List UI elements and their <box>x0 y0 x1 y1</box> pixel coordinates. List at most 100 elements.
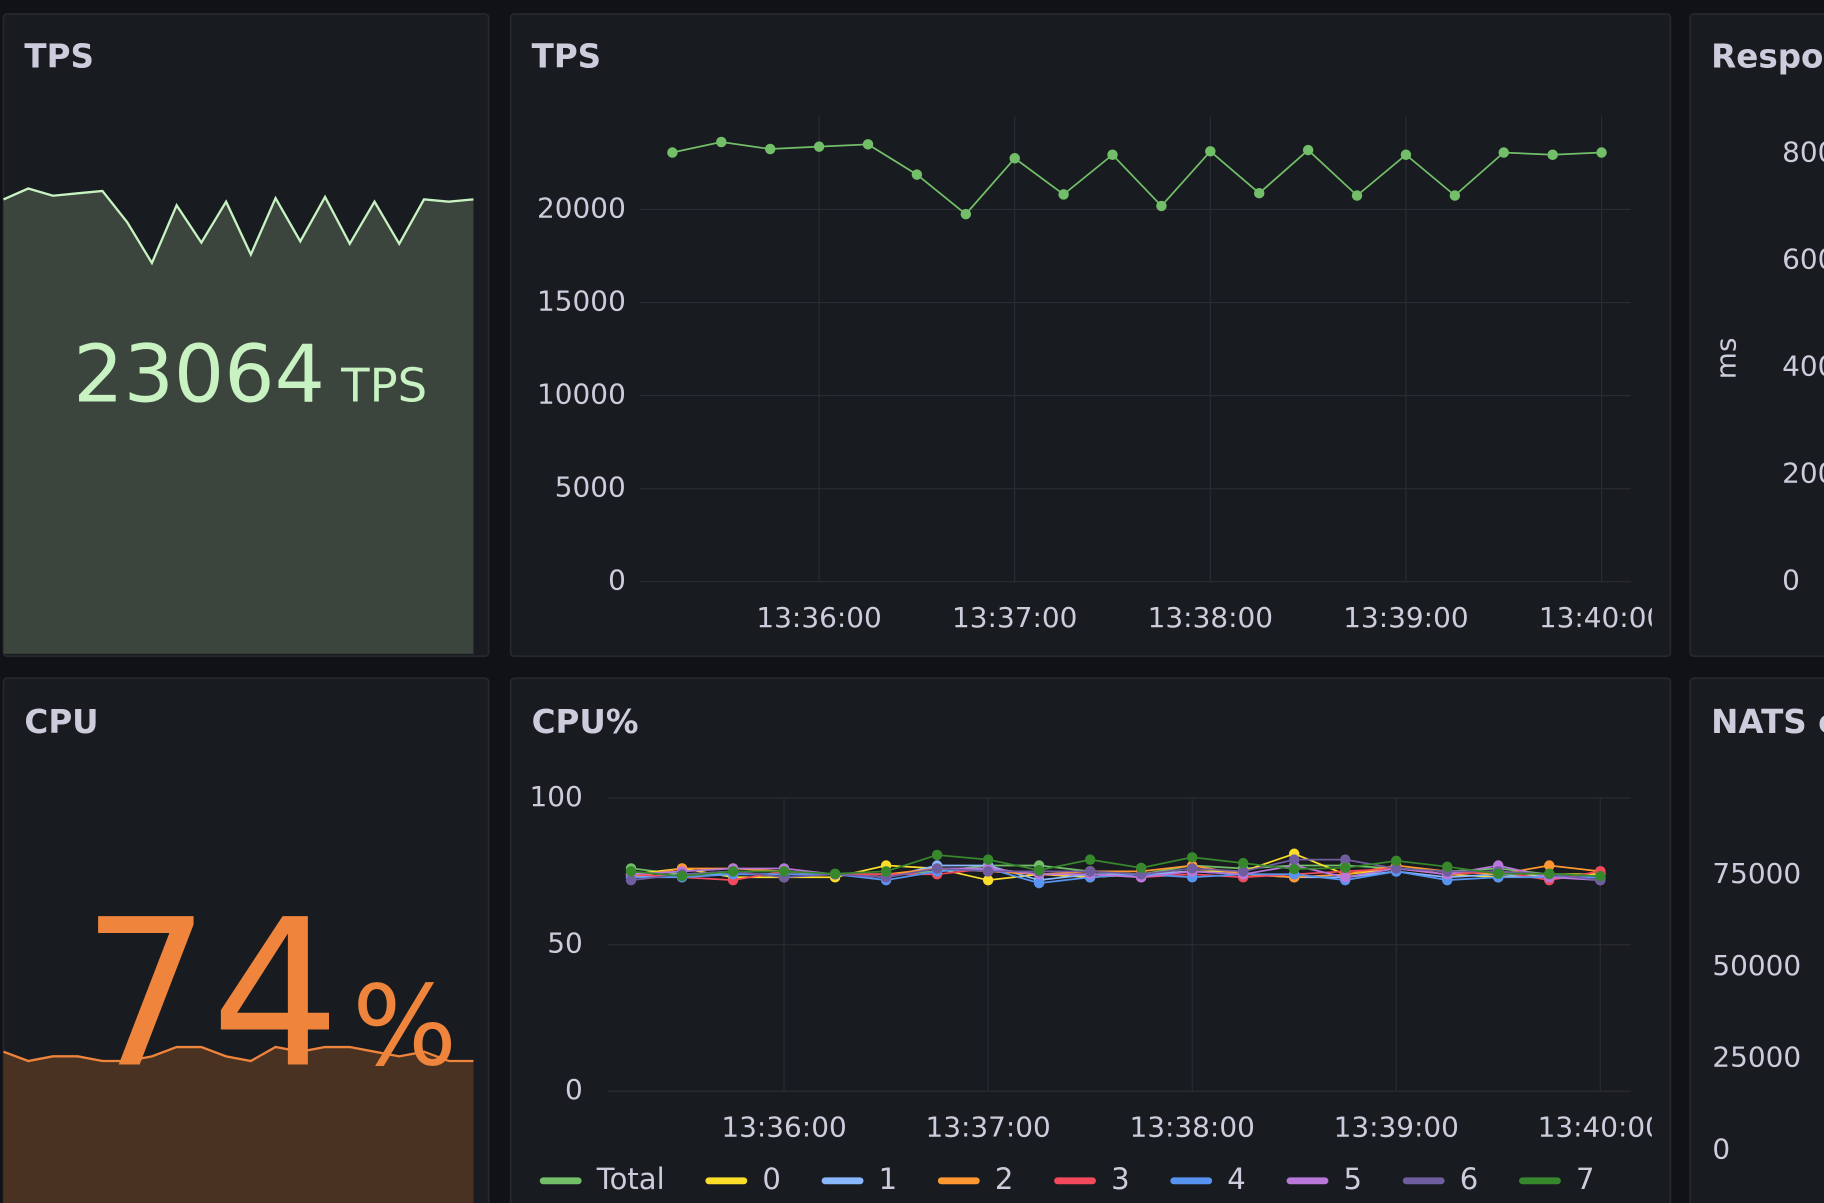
legend-label: 7 <box>1576 1162 1595 1196</box>
panel-title: Respon <box>1711 38 1824 76</box>
data-point <box>1135 862 1147 874</box>
data-point <box>778 866 790 877</box>
y-tick-label: 50000 <box>1712 949 1801 982</box>
x-tick-label: 13:37:00 <box>925 1110 1050 1143</box>
y-tick-label: 0 <box>1712 1133 1730 1166</box>
data-point <box>764 143 776 155</box>
data-point <box>727 866 739 877</box>
data-point <box>1033 877 1045 889</box>
y-tick-label: 400 <box>1782 350 1824 383</box>
y-tick-label: 800 <box>1782 136 1824 169</box>
y-tick-label: 75000 <box>1712 857 1801 890</box>
y-tick-label: 600 <box>1782 243 1824 276</box>
panel <box>1689 13 1824 658</box>
data-point <box>1237 857 1249 869</box>
y-tick-label: 0 <box>1782 564 1800 597</box>
data-point <box>1254 187 1265 199</box>
panel-title: CPU% <box>532 703 639 741</box>
data-point <box>880 866 892 877</box>
data-point <box>1339 854 1351 865</box>
data-point <box>1339 862 1351 874</box>
stat-value: 74 <box>81 876 340 1113</box>
series-line <box>630 858 1601 882</box>
data-point <box>1009 153 1020 164</box>
sparkline <box>3 187 474 266</box>
sparkline <box>3 1045 474 1063</box>
data-point <box>1288 863 1300 875</box>
data-point <box>1442 861 1453 872</box>
y-tick-label: 200 <box>1782 457 1824 490</box>
stat-unit: % <box>352 962 457 1091</box>
data-point <box>982 866 994 877</box>
data-point <box>1547 149 1558 160</box>
data-point <box>982 874 994 886</box>
data-point <box>1186 852 1198 863</box>
panel-title: TPS <box>532 38 602 76</box>
data-point <box>716 136 727 148</box>
data-point <box>1596 147 1607 158</box>
x-tick-label: 13:40:00 <box>1538 1110 1663 1143</box>
data-point <box>625 866 637 877</box>
data-point <box>1107 149 1118 160</box>
data-point <box>676 870 688 882</box>
legend-label: 4 <box>1227 1162 1246 1196</box>
x-tick-label: 13:36:00 <box>721 1110 846 1143</box>
y-tick-label: 20000 <box>537 191 626 224</box>
data-point <box>1302 144 1314 156</box>
panel-title: TPS <box>24 38 94 76</box>
stat-unit: TPS <box>340 358 427 412</box>
data-point <box>1237 866 1249 877</box>
data-point <box>1033 864 1045 876</box>
data-point <box>1084 854 1096 865</box>
y-tick-label: 0 <box>608 564 626 597</box>
data-point <box>1156 200 1167 212</box>
data-point <box>813 141 825 152</box>
data-point <box>960 208 972 220</box>
data-point <box>1544 868 1555 879</box>
data-point <box>1449 190 1461 201</box>
data-point <box>1186 863 1198 874</box>
data-point <box>1391 855 1402 867</box>
data-point <box>1595 870 1606 882</box>
data-point <box>1493 868 1504 879</box>
legend-label: 5 <box>1344 1162 1363 1196</box>
sparkline-area <box>3 1047 474 1203</box>
data-point <box>1339 872 1351 883</box>
data-point <box>1205 146 1216 157</box>
x-tick-label: 13:38:00 <box>1130 1110 1255 1143</box>
legend-label: 2 <box>995 1162 1014 1196</box>
y-tick-label: 10000 <box>537 378 626 411</box>
legend-label: Total <box>596 1162 665 1196</box>
panel <box>509 677 1672 1203</box>
data-point <box>1400 149 1412 160</box>
x-tick-label: 13:39:00 <box>1334 1110 1459 1143</box>
data-point <box>829 868 841 879</box>
data-point <box>931 849 943 861</box>
x-tick-label: 13:39:00 <box>1343 601 1468 634</box>
x-tick-label: 13:36:00 <box>756 601 881 634</box>
data-point <box>625 874 637 886</box>
sparkline-area <box>3 188 474 654</box>
legend-label: 0 <box>762 1162 781 1196</box>
y-tick-label: 100 <box>530 780 583 813</box>
data-point <box>982 854 994 865</box>
x-tick-label: 13:40:00 <box>1539 601 1664 634</box>
legend-label: 3 <box>1111 1162 1130 1196</box>
data-point <box>1498 147 1509 158</box>
y-tick-label: 5000 <box>555 471 626 504</box>
data-point <box>667 147 678 158</box>
legend-label: 6 <box>1460 1162 1479 1196</box>
data-point <box>862 139 874 150</box>
panel-title: CPU <box>24 703 98 741</box>
series-line <box>630 854 1601 877</box>
data-point <box>1058 189 1069 200</box>
data-point <box>1288 854 1300 865</box>
panel-title: NATS c <box>1711 703 1824 741</box>
y-tick-label: 0 <box>565 1073 583 1106</box>
y-tick-label: 25000 <box>1712 1041 1801 1074</box>
series-line <box>630 864 1601 882</box>
y-axis-label: ms <box>1709 338 1742 380</box>
stat-value: 23064 <box>73 328 325 420</box>
